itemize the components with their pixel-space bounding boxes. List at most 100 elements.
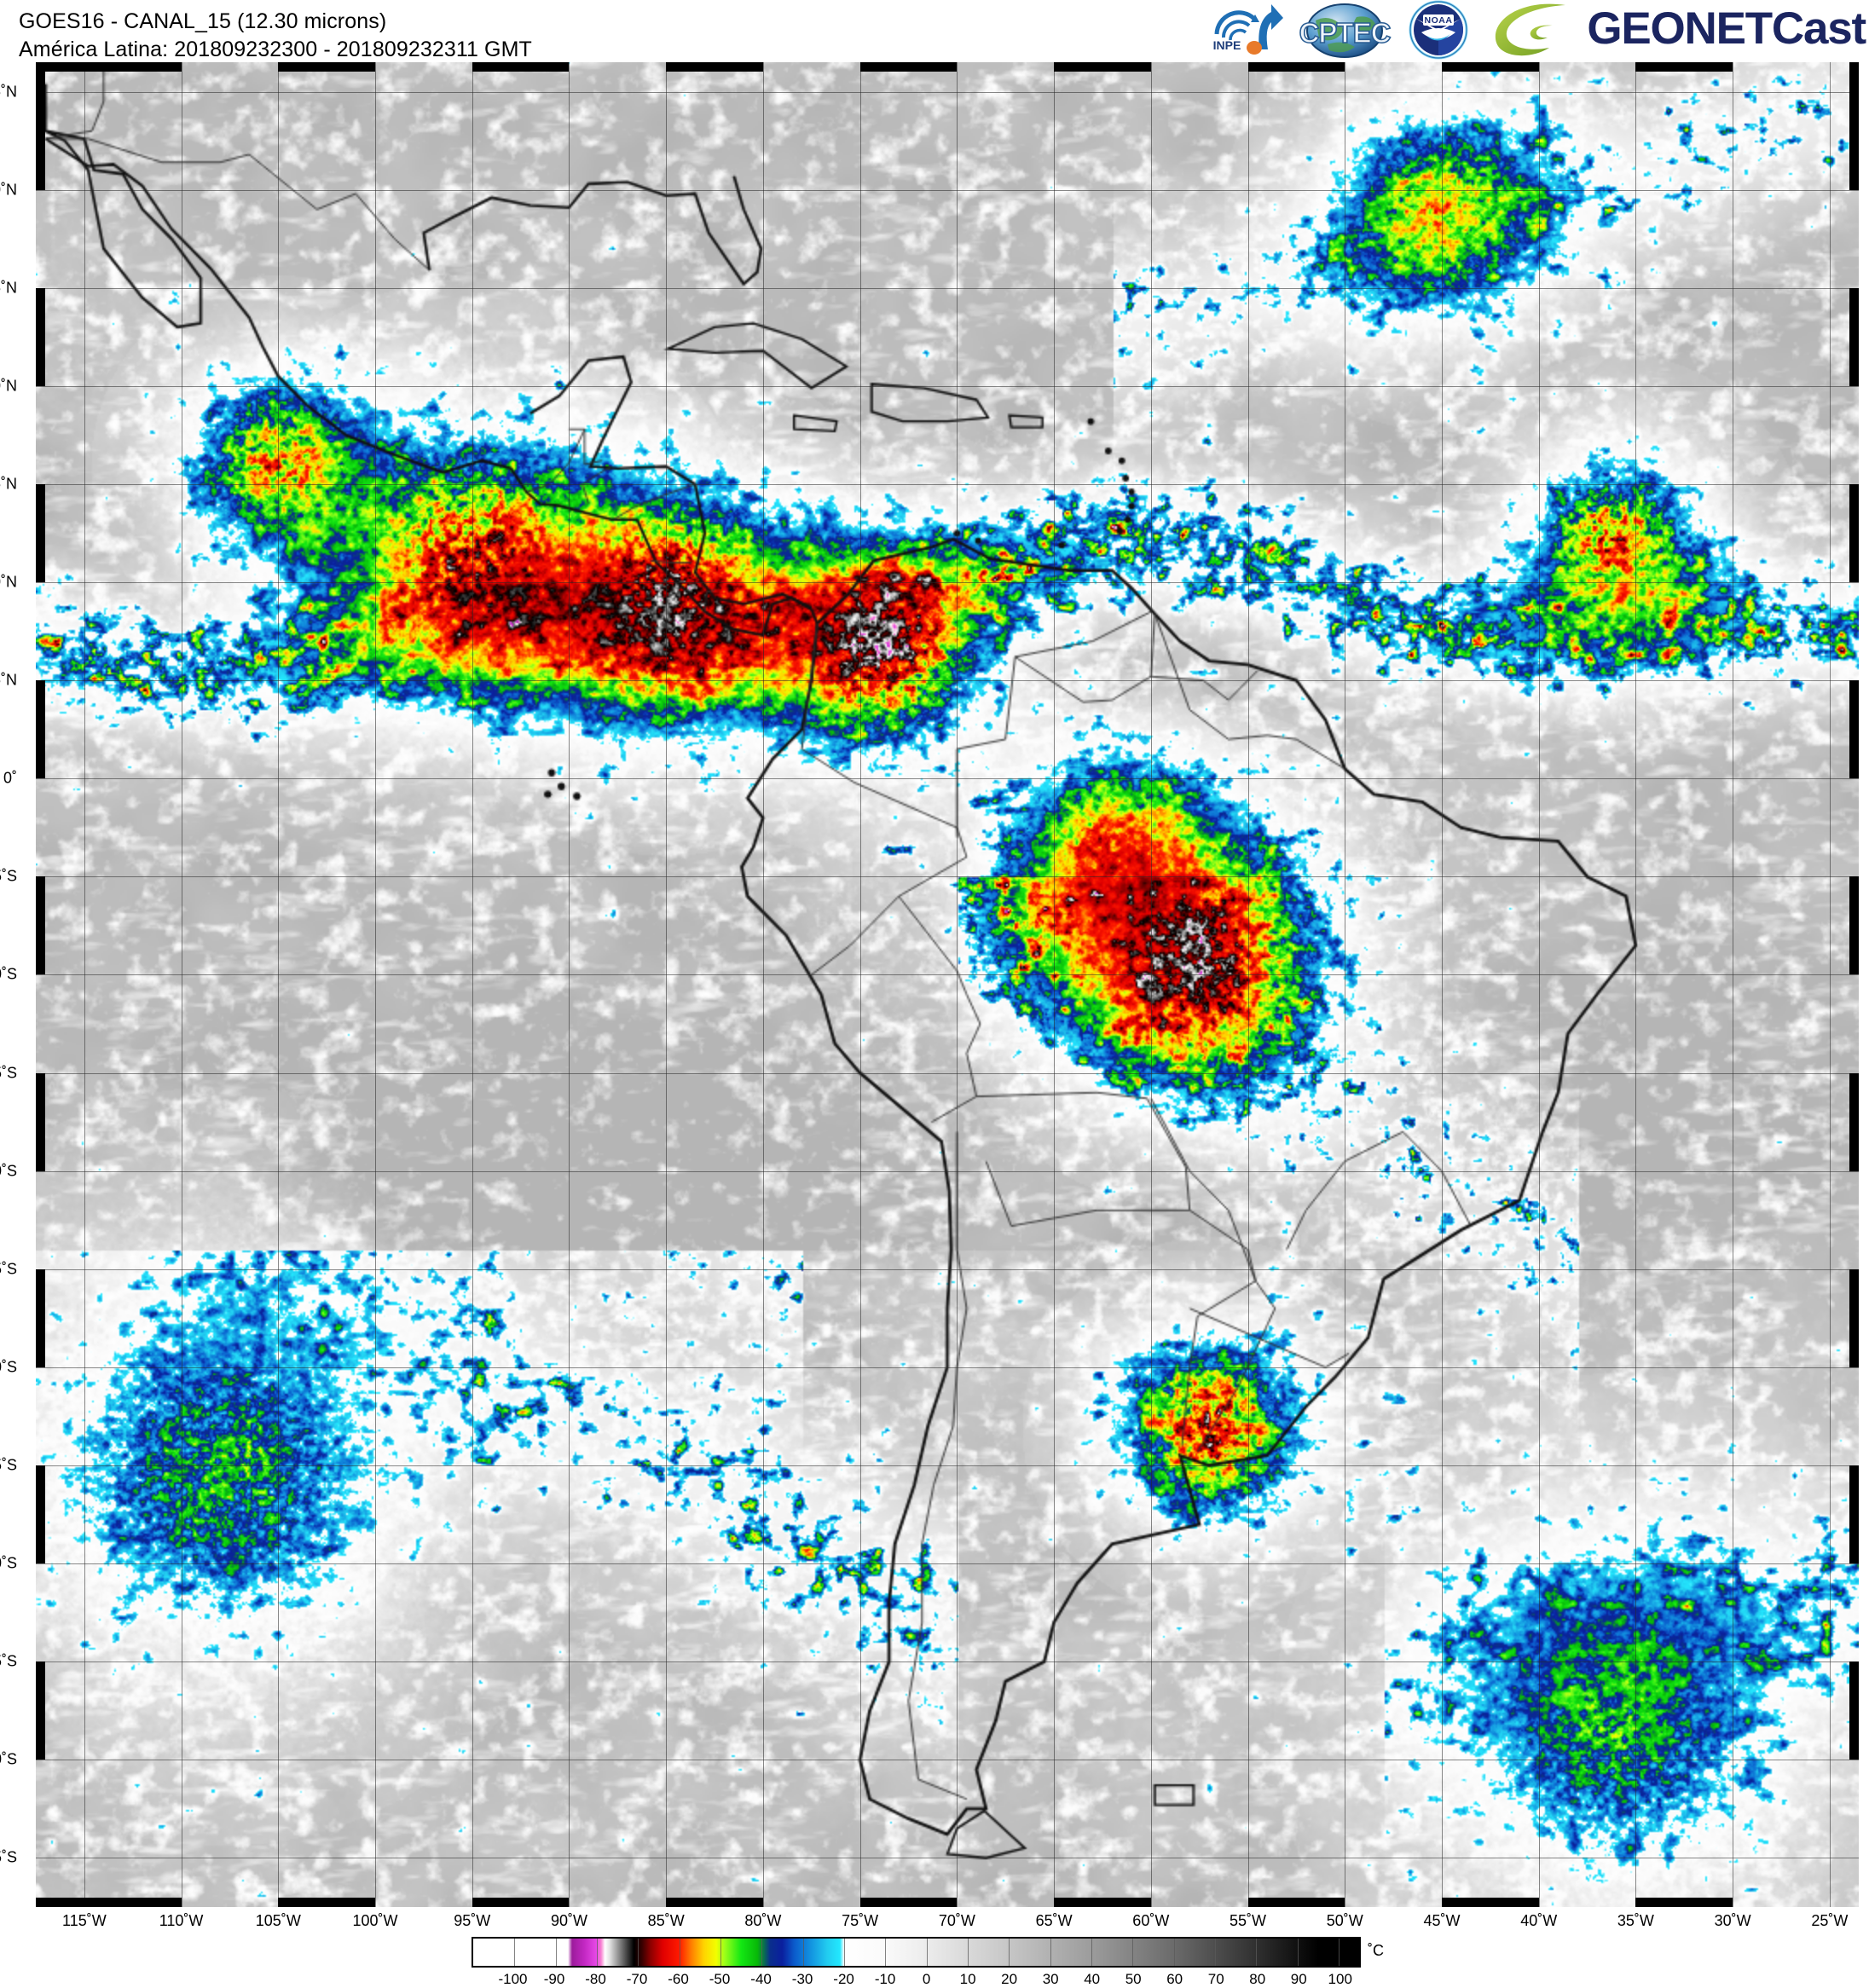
noaa-logo: NOAA [1392,0,1484,60]
gridline-parallel [36,680,1859,682]
longitude-tick-label: 90˚W [550,1912,587,1929]
gridline-parallel [36,1367,1859,1368]
colorbar-tick-label: -20 [833,1971,854,1987]
gridline-meridian [1150,62,1152,1907]
gridline-meridian [375,62,377,1907]
colorbar-tick-label: -50 [709,1971,731,1987]
geonetcast-wordmark: GEONETCast [1587,3,1866,54]
longitude-tick-label: 75˚W [842,1912,879,1929]
svg-text:INPE: INPE [1213,38,1241,52]
latitude-tick-label: 20˚S [0,1162,17,1180]
gridline-parallel [36,1563,1859,1565]
latitude-tick-label: 30˚S [0,1358,17,1376]
gridline-parallel [36,91,1859,93]
colorbar-strip[interactable] [472,1937,1361,1968]
gridline-meridian [472,62,473,1907]
longitude-tick-label: 65˚W [1035,1912,1073,1929]
colorbar-tick-label: -10 [874,1971,896,1987]
latitude-tick-label: 30˚N [0,181,17,199]
colorbar-tick-label: 50 [1125,1971,1142,1987]
satellite-image-canvas [36,62,1859,1907]
gridline-meridian [1441,62,1443,1907]
colorbar-tick-label: 10 [959,1971,976,1987]
longitude-tick-label: 85˚W [647,1912,685,1929]
latitude-tick-label: 20˚N [0,377,17,395]
latitude-tick-label: 5˚N [0,671,17,689]
longitude-tick-label: 55˚W [1230,1912,1267,1929]
gridline-parallel [36,1170,1859,1172]
colorbar-unit-label: ˚C [1368,1942,1384,1959]
latitude-tick-label: 15˚N [0,475,17,493]
colorbar-tick-label: -80 [585,1971,606,1987]
colorbar-tick-label: -90 [543,1971,565,1987]
longitude-tick-label: 110˚W [159,1912,204,1929]
colorbar-tick-label: 0 [922,1971,931,1987]
gridline-parallel [36,974,1859,976]
longitude-tick-label: 105˚W [255,1912,301,1929]
latitude-tick-label: 10˚N [0,573,17,591]
geonetcast-logo [1484,0,1585,60]
gridline-meridian [1054,62,1056,1907]
colorbar-tick-label: -60 [668,1971,689,1987]
gridline-parallel [36,287,1859,289]
gridline-parallel [36,582,1859,584]
longitude-tick-label: 40˚W [1520,1912,1558,1929]
colorbar-tick-label: 40 [1084,1971,1101,1987]
gridline-parallel [36,1465,1859,1467]
gridline-parallel [36,1269,1859,1270]
colorbar-tick-label: -40 [750,1971,772,1987]
header-bar: GOES16 - CANAL_15 (12.30 microns) Améric… [0,0,1869,62]
gridline-parallel [36,778,1859,780]
colorbar-legend: -100 -90 -80 -70 -60 -50 -40 -30 -20 -10 0 10 20 30 40… [0,1937,1869,1987]
longitude-tick-label: 80˚W [744,1912,782,1929]
gridline-meridian [569,62,570,1907]
longitude-tick-label: 95˚W [454,1912,491,1929]
gridline-meridian [762,62,764,1907]
colorbar-tick-label: 80 [1249,1971,1266,1987]
latitude-tick-label: 50˚S [0,1750,17,1768]
colorbar-gradient [473,1939,1359,1966]
longitude-tick-label: 35˚W [1617,1912,1654,1929]
svg-text:CPTEC: CPTEC [1299,17,1391,49]
gridline-parallel [36,189,1859,191]
gridline-meridian [1829,62,1831,1907]
longitude-tick-label: 100˚W [352,1912,398,1929]
longitude-tick-label: 60˚W [1132,1912,1170,1929]
colorbar-tick-label: 90 [1290,1971,1307,1987]
product-subtitle: América Latina: 201809232300 - 201809232… [19,37,532,61]
latitude-tick-label: 35˚N [0,83,17,101]
satellite-map[interactable] [36,62,1859,1907]
colorbar-tick-label: 70 [1207,1971,1224,1987]
gridline-parallel [36,876,1859,878]
colorbar-tick-label: -30 [791,1971,813,1987]
colorbar-tick-label: -70 [626,1971,648,1987]
latitude-tick-label: 45˚S [0,1652,17,1670]
latitude-tick-label: 5˚S [0,867,17,885]
product-title: GOES16 - CANAL_15 (12.30 microns) [19,9,387,33]
gridline-meridian [84,62,85,1907]
latitude-tick-label: 25˚N [0,279,17,297]
longitude-tick-label: 115˚W [62,1912,107,1929]
colorbar-tick-label: 20 [1001,1971,1018,1987]
latitude-tick-label: 55˚S [0,1848,17,1866]
gridline-parallel [36,1072,1859,1074]
longitude-tick-label: 30˚W [1714,1912,1751,1929]
latitude-tick-label: 40˚S [0,1554,17,1572]
latitude-tick-label: 0˚ [3,769,17,787]
gridline-meridian [859,62,861,1907]
title-block: GOES16 - CANAL_15 (12.30 microns) Améric… [19,8,532,63]
latitude-tick-label: 35˚S [0,1456,17,1474]
gridline-meridian [1635,62,1637,1907]
gridline-parallel [36,483,1859,485]
gridline-meridian [1538,62,1540,1907]
longitude-tick-label: 50˚W [1326,1912,1363,1929]
gridline-parallel [36,385,1859,387]
gridline-meridian [666,62,668,1907]
latitude-tick-label: 15˚S [0,1064,17,1082]
longitude-tick-label: 70˚W [938,1912,975,1929]
latitude-tick-label: 25˚S [0,1260,17,1278]
gridline-parallel [36,1661,1859,1663]
colorbar-tick-label: 100 [1328,1971,1352,1987]
gridline-meridian [957,62,958,1907]
gridline-meridian [1247,62,1249,1907]
